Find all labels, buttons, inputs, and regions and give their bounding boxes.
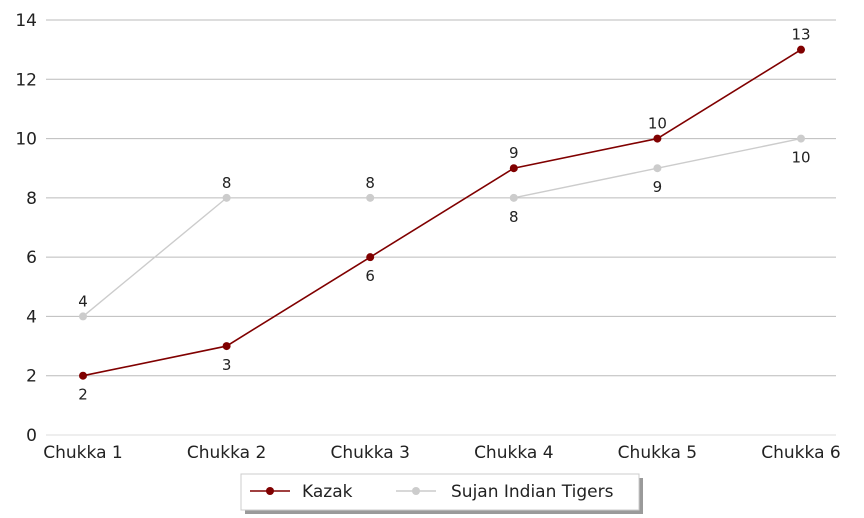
legend-items: Kazak Sujan Indian Tigers bbox=[250, 482, 614, 502]
data-point bbox=[797, 134, 805, 143]
data-label: 8 bbox=[222, 174, 232, 192]
y-tick-label: 4 bbox=[26, 307, 37, 327]
y-tick-label: 0 bbox=[26, 426, 37, 446]
data-point bbox=[509, 164, 518, 173]
y-axis-ticks: 0 2 4 6 8 10 12 14 bbox=[15, 11, 37, 446]
data-label: 2 bbox=[78, 386, 88, 404]
x-tick-label: Chukka 6 bbox=[761, 443, 840, 463]
y-tick-label: 6 bbox=[26, 248, 37, 268]
data-label: 4 bbox=[78, 292, 88, 310]
data-point bbox=[222, 193, 231, 202]
x-tick-label: Chukka 4 bbox=[474, 443, 553, 463]
x-axis-ticks: Chukka 1 Chukka 2 Chukka 3 Chukka 4 Chukka 5… bbox=[43, 443, 840, 463]
x-tick-label: Chukka 3 bbox=[330, 443, 409, 463]
data-label: 10 bbox=[791, 149, 810, 167]
y-tick-label: 10 bbox=[15, 130, 37, 150]
data-labels: 2 3 6 9 10 13 4 8 8 8 9 10 bbox=[78, 26, 810, 404]
grid-lines bbox=[46, 19, 836, 436]
data-label: 10 bbox=[648, 115, 667, 133]
data-point bbox=[366, 253, 375, 262]
y-tick-label: 14 bbox=[15, 11, 37, 31]
legend-box bbox=[240, 473, 640, 511]
data-label: 8 bbox=[509, 208, 519, 226]
data-label: 6 bbox=[365, 267, 375, 285]
series-layer bbox=[79, 45, 805, 380]
data-label: 3 bbox=[222, 356, 232, 374]
data-point bbox=[79, 312, 87, 321]
x-tick-label: Chukka 1 bbox=[43, 443, 122, 463]
data-point bbox=[653, 134, 662, 143]
data-label: 9 bbox=[653, 178, 663, 196]
legend: Kazak Sujan Indian Tigers bbox=[240, 473, 643, 514]
legend-label: Sujan Indian Tigers bbox=[451, 482, 614, 502]
data-label: 9 bbox=[509, 144, 519, 162]
y-tick-label: 8 bbox=[26, 189, 37, 209]
y-tick-label: 2 bbox=[26, 367, 37, 387]
data-point bbox=[222, 342, 231, 351]
legend-label: Kazak bbox=[302, 482, 353, 502]
x-tick-label: Chukka 2 bbox=[187, 443, 266, 463]
series-line bbox=[82, 48, 802, 377]
data-point bbox=[79, 371, 87, 380]
data-point bbox=[366, 193, 375, 202]
legend-marker bbox=[412, 487, 420, 495]
data-point bbox=[653, 164, 662, 173]
y-tick-label: 12 bbox=[15, 70, 37, 90]
legend-marker bbox=[266, 487, 274, 495]
x-tick-label: Chukka 5 bbox=[618, 443, 697, 463]
data-label: 8 bbox=[365, 174, 375, 192]
data-point bbox=[797, 45, 805, 54]
data-label: 13 bbox=[791, 26, 810, 44]
series-line bbox=[82, 197, 228, 317]
data-point bbox=[509, 193, 518, 202]
